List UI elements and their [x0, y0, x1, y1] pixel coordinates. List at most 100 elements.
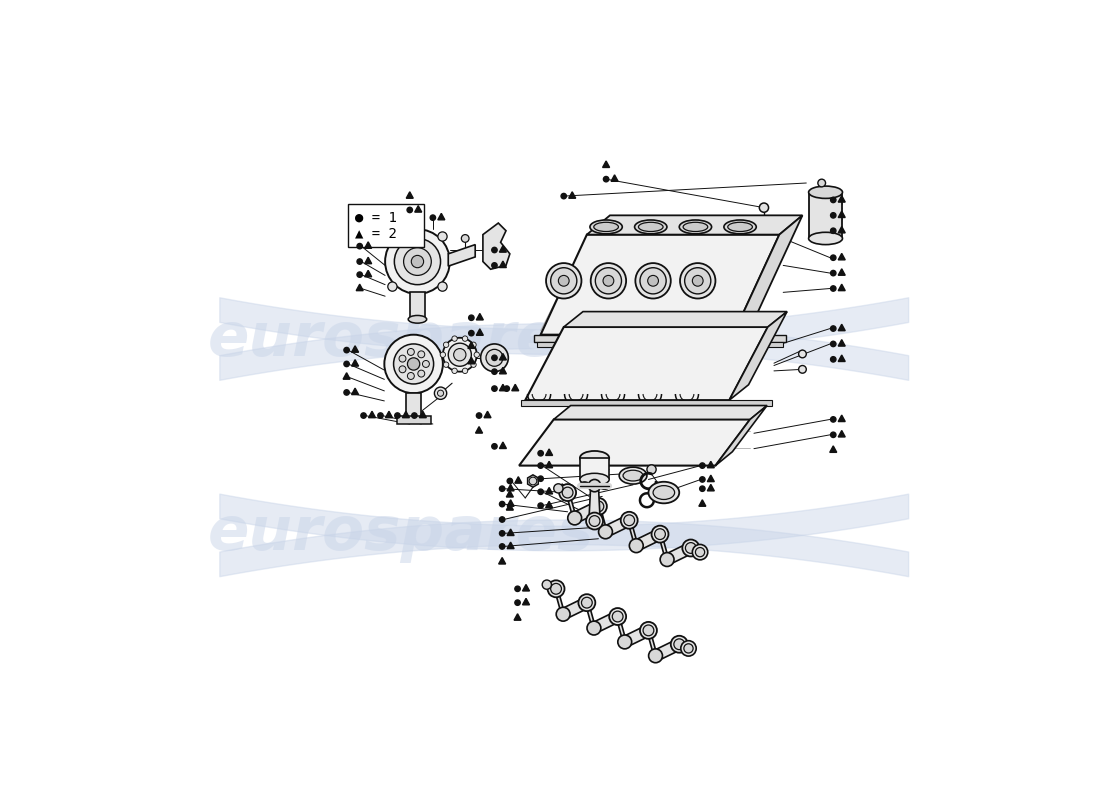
- Polygon shape: [707, 484, 714, 491]
- Polygon shape: [365, 258, 372, 264]
- Ellipse shape: [660, 553, 674, 566]
- Ellipse shape: [590, 220, 623, 234]
- Polygon shape: [499, 442, 506, 449]
- Circle shape: [830, 213, 836, 218]
- Circle shape: [538, 476, 543, 482]
- Circle shape: [399, 366, 406, 373]
- Polygon shape: [546, 487, 552, 494]
- Polygon shape: [528, 475, 538, 487]
- Polygon shape: [406, 192, 414, 198]
- Ellipse shape: [684, 268, 711, 294]
- Polygon shape: [406, 394, 421, 418]
- Polygon shape: [365, 270, 372, 277]
- Circle shape: [538, 450, 543, 456]
- Polygon shape: [476, 329, 483, 335]
- Ellipse shape: [568, 511, 582, 525]
- Polygon shape: [808, 192, 843, 238]
- Ellipse shape: [728, 222, 752, 231]
- Circle shape: [799, 350, 806, 358]
- Circle shape: [507, 478, 513, 484]
- Ellipse shape: [808, 186, 843, 198]
- Ellipse shape: [623, 470, 643, 481]
- Ellipse shape: [613, 611, 623, 622]
- Circle shape: [830, 326, 836, 331]
- Ellipse shape: [640, 622, 657, 639]
- Ellipse shape: [692, 275, 703, 286]
- Polygon shape: [568, 486, 574, 524]
- Ellipse shape: [595, 268, 621, 294]
- Ellipse shape: [590, 516, 600, 526]
- Polygon shape: [507, 542, 514, 549]
- Circle shape: [440, 352, 446, 358]
- Circle shape: [388, 282, 397, 291]
- Polygon shape: [667, 542, 691, 566]
- Polygon shape: [838, 340, 845, 346]
- Circle shape: [700, 486, 705, 491]
- Polygon shape: [618, 610, 625, 648]
- Circle shape: [481, 344, 508, 372]
- Polygon shape: [365, 242, 372, 248]
- Circle shape: [462, 336, 468, 342]
- Polygon shape: [519, 419, 750, 466]
- Polygon shape: [546, 462, 552, 468]
- Ellipse shape: [649, 649, 662, 662]
- Polygon shape: [476, 314, 483, 320]
- Polygon shape: [556, 582, 563, 620]
- Ellipse shape: [640, 268, 667, 294]
- Circle shape: [830, 342, 836, 346]
- Circle shape: [830, 255, 836, 260]
- Polygon shape: [729, 312, 788, 400]
- Ellipse shape: [654, 529, 666, 539]
- Ellipse shape: [551, 268, 576, 294]
- Polygon shape: [838, 196, 845, 202]
- Ellipse shape: [542, 580, 551, 590]
- Circle shape: [344, 390, 350, 395]
- Circle shape: [443, 342, 449, 347]
- Polygon shape: [715, 406, 767, 466]
- Polygon shape: [838, 269, 845, 275]
- Ellipse shape: [603, 275, 614, 286]
- Polygon shape: [514, 614, 521, 620]
- Polygon shape: [499, 384, 506, 390]
- Circle shape: [492, 444, 497, 449]
- Circle shape: [471, 362, 476, 367]
- Circle shape: [515, 600, 520, 606]
- Polygon shape: [590, 486, 600, 516]
- Ellipse shape: [636, 263, 671, 298]
- Circle shape: [411, 255, 424, 268]
- Polygon shape: [838, 211, 845, 218]
- Circle shape: [418, 351, 425, 358]
- Polygon shape: [598, 500, 605, 538]
- Ellipse shape: [579, 594, 595, 611]
- Circle shape: [377, 413, 383, 418]
- Circle shape: [361, 413, 366, 418]
- Polygon shape: [733, 215, 803, 334]
- Polygon shape: [352, 346, 359, 352]
- Ellipse shape: [619, 467, 647, 484]
- Polygon shape: [838, 324, 845, 330]
- Polygon shape: [707, 462, 714, 468]
- Circle shape: [399, 355, 406, 362]
- Circle shape: [394, 344, 433, 384]
- Polygon shape: [838, 226, 845, 233]
- Polygon shape: [385, 411, 393, 418]
- Circle shape: [830, 228, 836, 234]
- Ellipse shape: [598, 525, 613, 538]
- Circle shape: [474, 352, 480, 358]
- Polygon shape: [537, 342, 783, 347]
- Polygon shape: [522, 585, 529, 591]
- Ellipse shape: [587, 621, 601, 635]
- Circle shape: [476, 413, 482, 418]
- Circle shape: [499, 486, 505, 491]
- Ellipse shape: [685, 542, 696, 554]
- Circle shape: [452, 368, 458, 374]
- Polygon shape: [468, 358, 475, 364]
- Circle shape: [430, 215, 436, 220]
- Ellipse shape: [580, 451, 609, 465]
- Polygon shape: [498, 558, 506, 564]
- Circle shape: [388, 232, 397, 241]
- Polygon shape: [569, 192, 575, 198]
- Circle shape: [799, 366, 806, 373]
- Circle shape: [830, 357, 836, 362]
- Polygon shape: [636, 528, 660, 552]
